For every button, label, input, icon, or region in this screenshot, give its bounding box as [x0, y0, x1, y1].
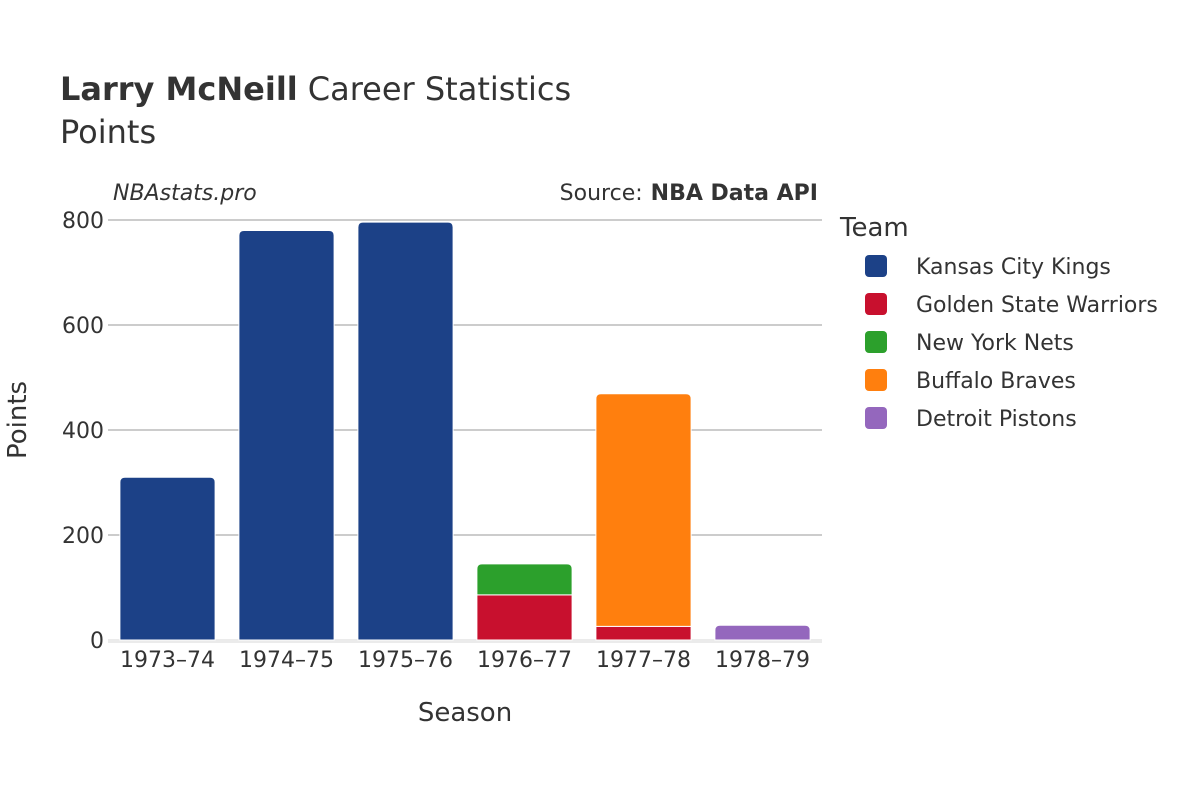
legend-title: Team — [839, 213, 909, 243]
bar-kansas-city-kings-1975–76 — [357, 221, 454, 641]
legend-item[interactable]: Buffalo Braves — [865, 369, 1076, 394]
legend-item[interactable]: Golden State Warriors — [865, 293, 1158, 318]
credit-source-name: NBA Data API — [651, 181, 818, 206]
chart-subtitle: Points — [60, 113, 156, 151]
y-tick-label: 600 — [62, 314, 104, 339]
legend: Kansas City Kings Golden State Warriors Ne… — [865, 255, 1158, 432]
chart-title-bold: Larry McNeill — [60, 70, 298, 108]
bar-new-york-nets-1976–77 — [476, 563, 573, 596]
legend-swatch — [865, 369, 887, 391]
bar-kansas-city-kings-1973–74 — [119, 476, 216, 641]
bar-kansas-city-kings-1974–75 — [238, 230, 335, 641]
x-tick-label: 1975–76 — [358, 648, 453, 673]
legend-label: Detroit Pistons — [916, 407, 1077, 432]
x-tick-label: 1978–79 — [715, 648, 810, 673]
legend-label: Golden State Warriors — [916, 293, 1158, 318]
bar-buffalo-braves-1977–78 — [595, 393, 692, 627]
legend-swatch — [865, 293, 887, 315]
chart-title: Larry McNeill Career Statistics — [60, 70, 571, 108]
legend-swatch — [865, 331, 887, 353]
y-tick-label: 800 — [62, 209, 104, 234]
grid-lines — [108, 219, 822, 643]
legend-label: Kansas City Kings — [916, 255, 1111, 280]
legend-item[interactable]: New York Nets — [865, 331, 1074, 356]
x-axis-title: Season — [418, 698, 512, 728]
y-tick-labels: 0 200 400 600 800 — [62, 209, 104, 654]
x-tick-labels: 1973–74 1974–75 1975–76 1976–77 1977–78 1978–… — [120, 648, 810, 673]
x-tick-label: 1973–74 — [120, 648, 215, 673]
y-tick-label: 400 — [62, 419, 104, 444]
legend-swatch — [865, 407, 887, 429]
chart-title-rest: Career Statistics — [308, 70, 571, 108]
bar-golden-state-warriors-1976–77 — [476, 594, 573, 641]
y-axis-title: Points — [3, 381, 33, 459]
legend-item[interactable]: Kansas City Kings — [865, 255, 1111, 280]
credit-source-label: Source: — [560, 181, 643, 206]
bar-golden-state-warriors-1977–78 — [595, 625, 692, 641]
y-tick-label: 0 — [90, 629, 104, 654]
legend-swatch — [865, 255, 887, 277]
x-tick-label: 1977–78 — [596, 648, 691, 673]
x-tick-label: 1974–75 — [239, 648, 334, 673]
legend-label: New York Nets — [916, 331, 1074, 356]
legend-label: Buffalo Braves — [916, 369, 1076, 394]
credit-source: Source: NBA Data API — [560, 181, 818, 206]
y-tick-label: 200 — [62, 524, 104, 549]
credit-site: NBAstats.pro — [113, 181, 257, 206]
bar-detroit-pistons-1978–79 — [714, 624, 811, 641]
bars — [119, 221, 811, 641]
x-tick-label: 1976–77 — [477, 648, 572, 673]
legend-item[interactable]: Detroit Pistons — [865, 407, 1077, 432]
